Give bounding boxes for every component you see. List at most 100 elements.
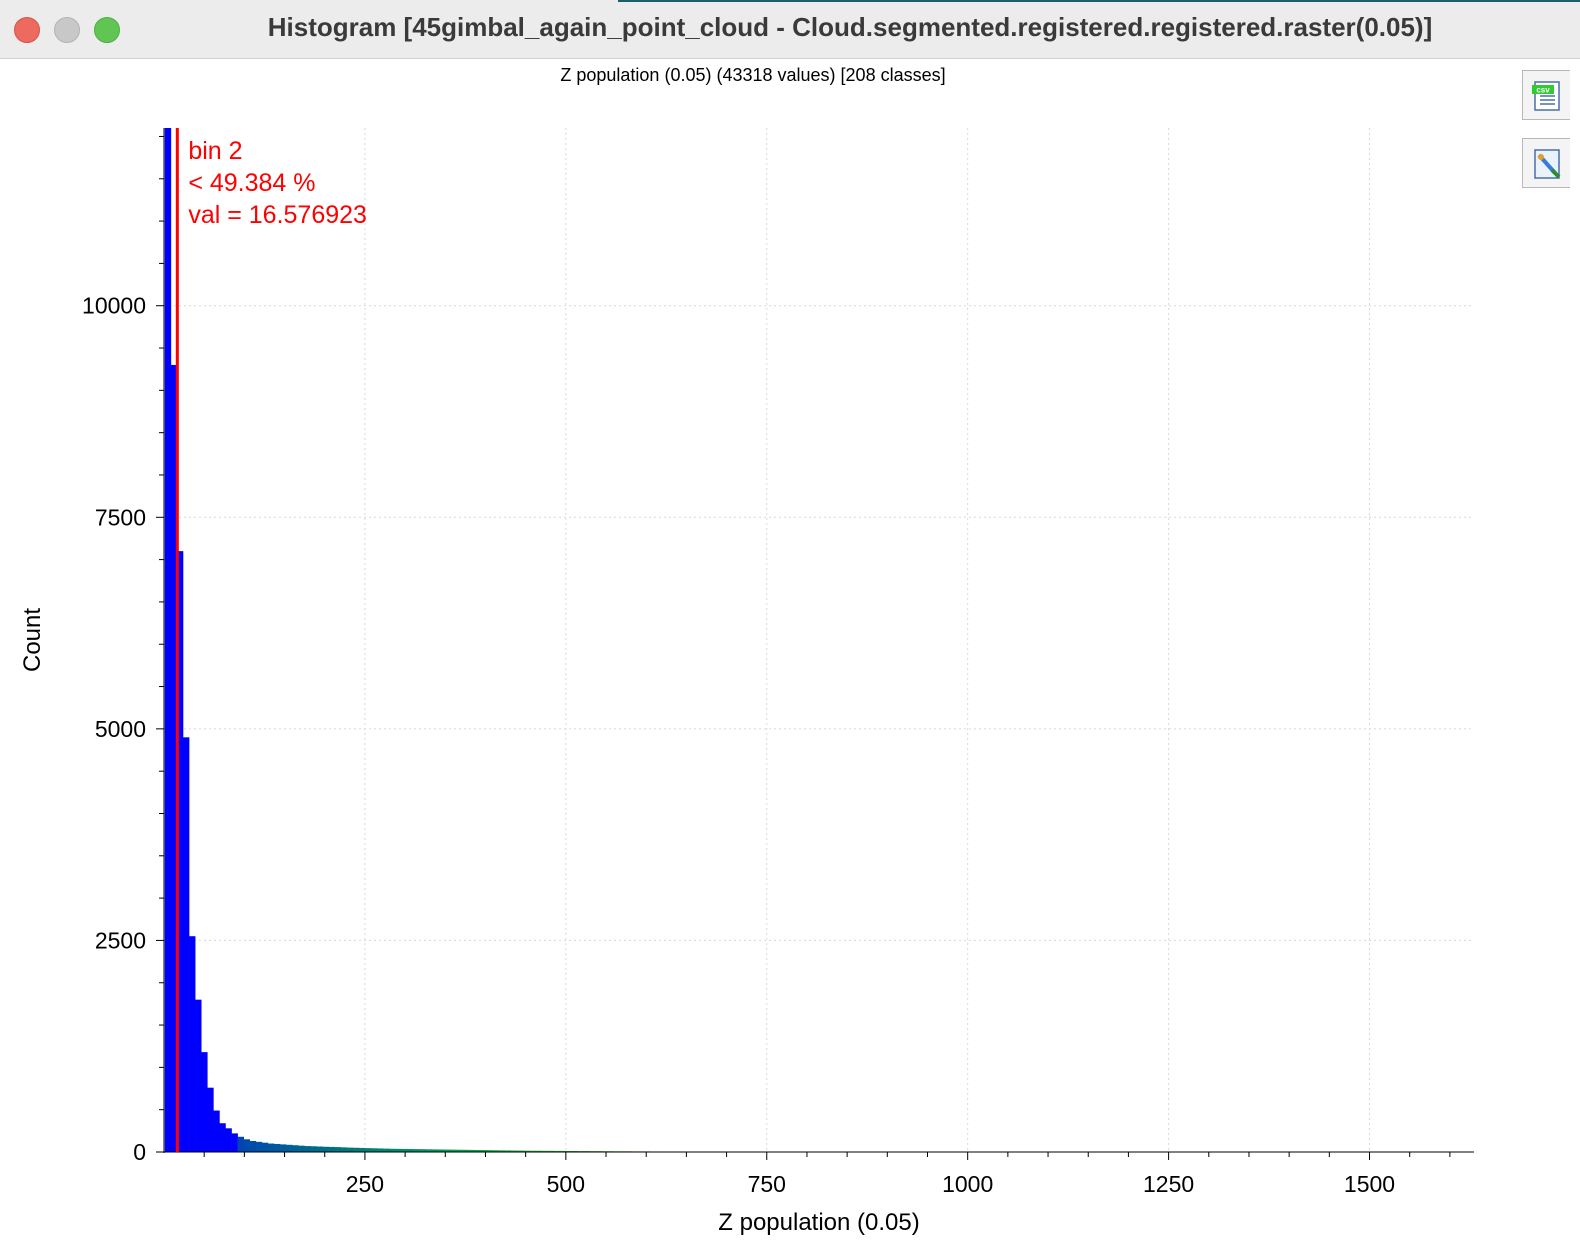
histogram-bar	[541, 1150, 548, 1152]
export-csv-button[interactable]: csv	[1522, 70, 1570, 120]
histogram-bar	[522, 1150, 530, 1152]
histogram-bar	[286, 1144, 293, 1152]
y-tick-label: 7500	[95, 504, 146, 530]
histogram-bar	[395, 1148, 402, 1152]
histogram-bar	[183, 737, 190, 1152]
histogram-bar	[559, 1150, 566, 1152]
y-tick-label: 5000	[95, 716, 146, 742]
bin-marker[interactable]: bin 2 < 49.384 % val = 16.576923	[175, 128, 367, 1152]
x-tick-label: 1000	[942, 1171, 993, 1197]
grid	[164, 128, 1474, 1153]
axes: 0 2500 5000 7500 10000 250 500 750 1000 1250 1500	[82, 128, 1474, 1197]
histogram-bar	[346, 1147, 354, 1152]
histogram-bar	[164, 128, 172, 1152]
histogram-bar	[274, 1143, 281, 1152]
histogram-bar	[292, 1145, 299, 1152]
histogram-bar	[504, 1150, 511, 1152]
histogram-bar	[243, 1139, 251, 1152]
histogram-bar	[498, 1150, 505, 1152]
histogram-bar	[328, 1146, 336, 1152]
csv-export-icon: csv	[1532, 81, 1560, 111]
histogram-bar	[237, 1136, 244, 1152]
histogram-bar	[298, 1145, 305, 1152]
x-tick-label: 1250	[1143, 1171, 1194, 1197]
histogram-bar	[365, 1148, 372, 1152]
marker-annotation-line: bin 2	[188, 137, 242, 165]
histogram-bar	[431, 1149, 439, 1152]
histogram-bar	[352, 1147, 360, 1152]
histogram-bar	[255, 1141, 263, 1152]
histogram-bar	[231, 1133, 238, 1152]
histogram-bar	[304, 1146, 311, 1152]
histogram-bars	[164, 128, 1428, 1152]
histogram-bar	[443, 1149, 451, 1152]
histogram-bar	[201, 1052, 208, 1152]
histogram-bar	[462, 1149, 469, 1152]
maximize-button[interactable]	[94, 17, 120, 43]
x-tick-label: 1500	[1344, 1171, 1395, 1197]
histogram-bar	[377, 1148, 384, 1152]
histogram-bar	[486, 1150, 493, 1152]
y-tick-label: 2500	[95, 927, 146, 953]
histogram-bar	[553, 1150, 560, 1152]
histogram-bar	[358, 1147, 366, 1152]
histogram-bar	[261, 1142, 269, 1152]
histogram-bar	[419, 1149, 427, 1152]
chart-title: Z population (0.05) (43318 values) [208 …	[560, 65, 945, 85]
histogram-bar	[474, 1149, 481, 1152]
histogram-bar	[322, 1146, 329, 1152]
histogram-bar	[413, 1149, 420, 1152]
window-title: Histogram [45gimbal_again_point_cloud - …	[267, 12, 1433, 42]
title-bar-accent	[618, 0, 1580, 2]
histogram-bar	[170, 364, 178, 1152]
y-tick-label: 10000	[82, 293, 146, 319]
y-axis-label: Count	[19, 608, 46, 672]
histogram-bar	[280, 1144, 287, 1152]
x-axis-label: Z population (0.05)	[718, 1209, 919, 1236]
histogram-bar	[310, 1146, 317, 1152]
histogram-bar	[565, 1150, 572, 1152]
histogram-bar	[267, 1143, 275, 1152]
x-tick-label: 750	[748, 1171, 786, 1197]
histogram-bar	[389, 1148, 396, 1152]
export-image-button[interactable]	[1522, 138, 1570, 188]
histogram-bar	[207, 1087, 214, 1152]
histogram-bar	[480, 1150, 487, 1152]
x-tick-label: 250	[346, 1171, 384, 1197]
histogram-bar	[449, 1149, 457, 1152]
x-tick-label: 500	[547, 1171, 585, 1197]
histogram-bar	[340, 1147, 348, 1152]
marker-annotation-line: < 49.384 %	[188, 169, 315, 197]
svg-text:csv: csv	[1536, 86, 1550, 95]
histogram-bar	[195, 999, 202, 1152]
histogram-bar	[571, 1150, 578, 1152]
histogram-bar	[528, 1150, 536, 1152]
histogram-bar	[407, 1149, 414, 1152]
histogram-bar	[316, 1146, 323, 1152]
y-tick-label: 0	[133, 1139, 146, 1165]
histogram-bar	[547, 1150, 554, 1152]
histogram-bar	[437, 1149, 445, 1152]
histogram-bar	[371, 1148, 378, 1152]
histogram-bar	[534, 1150, 542, 1152]
marker-annotation-line: val = 16.576923	[188, 201, 367, 229]
minimize-button[interactable]	[54, 17, 80, 43]
image-export-icon	[1534, 149, 1561, 179]
histogram-bar	[468, 1149, 475, 1152]
histogram-bar	[516, 1150, 524, 1152]
histogram-bar	[334, 1147, 342, 1152]
histogram-bar	[510, 1150, 518, 1152]
histogram-bar	[176, 551, 184, 1152]
histogram-chart: Z population (0.05) (43318 values) [208 …	[19, 65, 1474, 1236]
close-button[interactable]	[14, 17, 40, 43]
histogram-bar	[225, 1128, 232, 1152]
histogram-bar	[189, 936, 196, 1152]
histogram-bar	[456, 1149, 463, 1152]
histogram-bar	[249, 1140, 257, 1152]
histogram-bar	[492, 1150, 499, 1152]
histogram-bar	[213, 1110, 220, 1152]
histogram-bar	[383, 1148, 390, 1152]
histogram-bar	[425, 1149, 433, 1152]
title-bar[interactable]: Histogram [45gimbal_again_point_cloud - …	[0, 0, 1580, 59]
